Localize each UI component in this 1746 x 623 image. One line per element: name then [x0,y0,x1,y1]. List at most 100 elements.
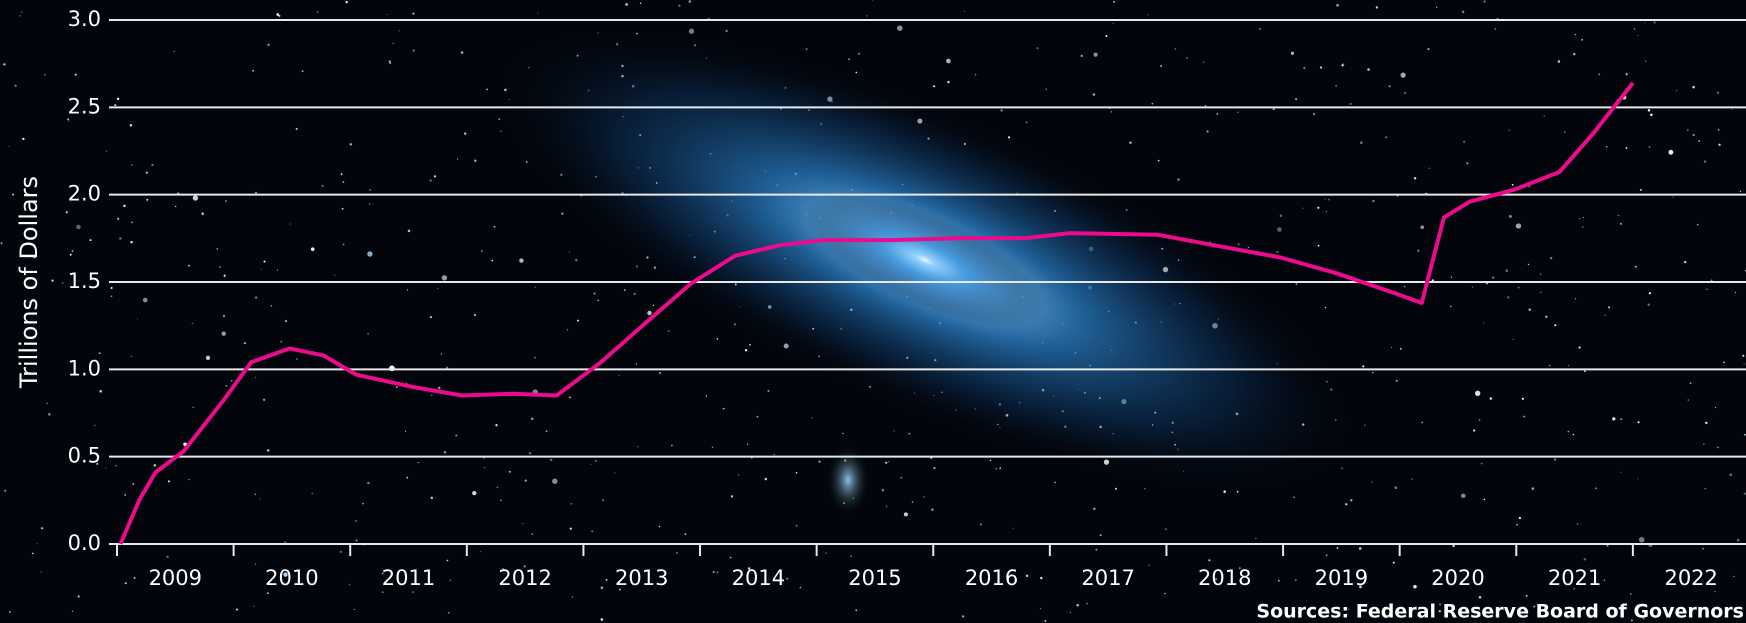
star [1247,246,1250,249]
star [605,578,608,581]
star [1160,65,1162,67]
star [1683,260,1687,264]
star [519,258,524,263]
star [1054,481,1056,483]
star [570,503,572,505]
star [386,14,388,16]
star [460,51,464,54]
star [188,478,190,481]
star [594,459,597,462]
star [571,596,574,598]
y-tick-label: 2.5 [68,94,101,118]
star [1367,68,1370,71]
star [522,523,524,525]
star [625,3,628,6]
star [1515,223,1522,229]
star [1717,129,1720,131]
star [658,525,661,528]
star [888,461,890,463]
star [1012,527,1014,529]
star [1359,585,1362,589]
star [1736,538,1740,542]
star [340,173,343,175]
star [1472,286,1474,288]
star [1025,574,1029,578]
star [381,591,384,594]
star [550,458,553,462]
star [1358,547,1362,550]
star [14,84,17,87]
star [1550,256,1553,260]
star [933,85,936,88]
star [842,432,844,435]
star [1573,52,1576,56]
star [947,80,950,84]
star [531,417,534,420]
star [1582,216,1585,219]
star [923,496,925,498]
star [430,496,434,500]
star [811,417,813,419]
star [667,330,670,333]
star [1452,544,1455,548]
galaxy-core [804,193,1046,327]
star [1716,91,1720,94]
star [1036,47,1039,49]
star [1540,291,1542,294]
star [1255,537,1257,540]
star [508,470,511,473]
star [1110,111,1113,113]
star [262,398,266,401]
star [130,355,132,357]
star [405,430,407,432]
star [491,259,494,262]
star [48,413,51,416]
star [1704,488,1706,490]
y-tick-label: 2.0 [68,182,101,206]
star [688,0,692,3]
star [529,452,531,455]
star [284,319,288,323]
star [93,424,96,427]
star [12,193,15,196]
star [40,527,44,530]
star [818,460,821,463]
star [961,615,965,618]
star [369,188,372,191]
star [1494,28,1497,30]
star [77,595,80,598]
star [289,223,291,225]
star [1527,263,1529,265]
star [1293,496,1295,499]
star [255,296,258,299]
star [224,199,227,203]
star [1095,548,1098,551]
star [133,577,136,579]
star [407,289,409,291]
star [192,406,194,408]
star [1413,584,1417,589]
star [597,299,599,302]
star [1302,207,1304,209]
star [684,533,687,536]
star [805,48,808,51]
star [533,356,536,359]
star [116,97,120,101]
star [1450,305,1452,308]
star [96,462,99,465]
star [1478,419,1481,421]
star [474,159,477,162]
star [933,466,936,470]
plot: 0.0 0.5 1.0 1.5 2.0 2.5 3.0 2009 2010 2011 2012 201… [68,7,1746,590]
star [1735,291,1737,293]
star [437,386,441,390]
star [99,390,102,393]
star [69,253,72,256]
star [74,73,77,76]
star [725,29,728,33]
star [266,449,270,452]
star [1733,575,1735,577]
star [455,434,458,437]
star [1399,348,1402,350]
